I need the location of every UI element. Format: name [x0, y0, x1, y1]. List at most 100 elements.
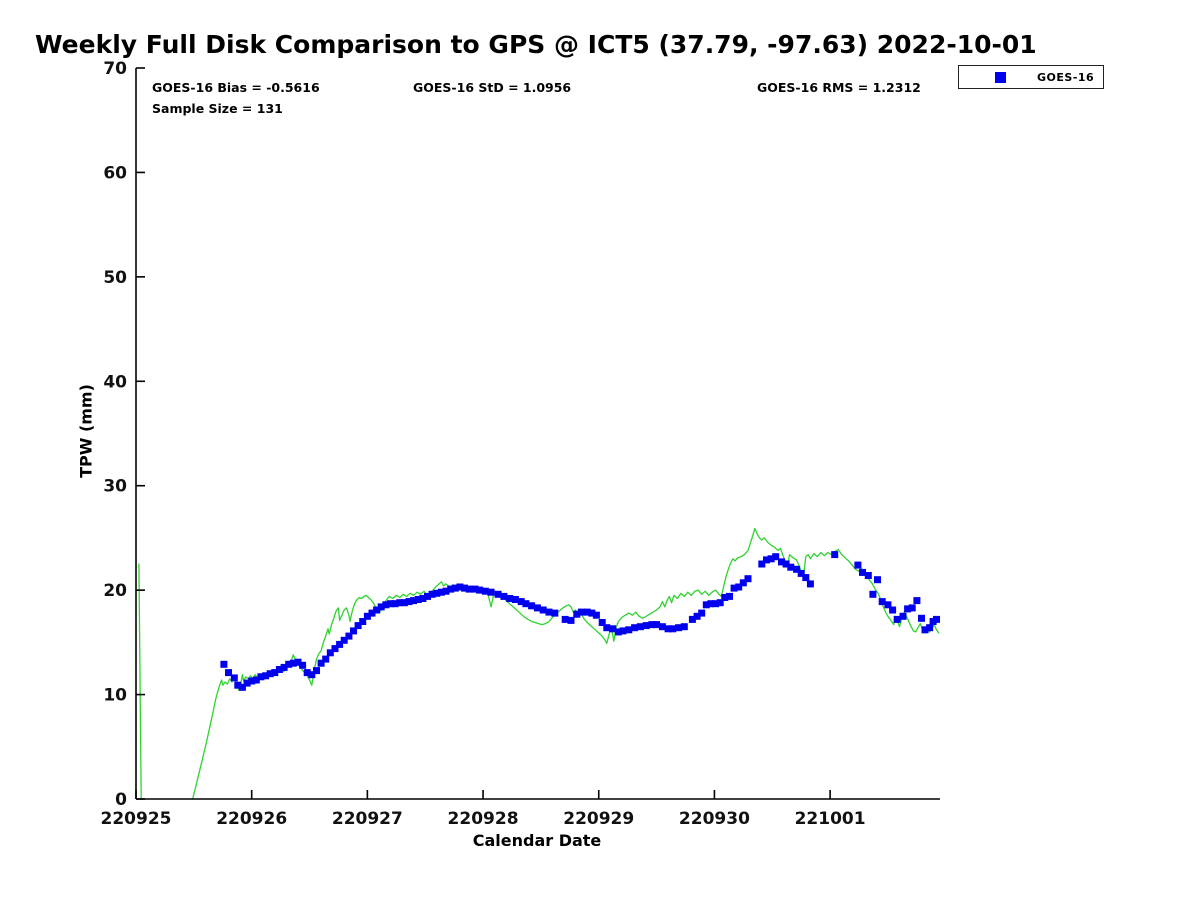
goes-16-marker [294, 658, 302, 666]
goes-16-marker [382, 601, 390, 609]
goes-16-marker [772, 553, 780, 561]
y-tick-label: 60 [103, 163, 127, 183]
goes-16-marker [904, 605, 912, 613]
goes-16-marker [899, 612, 907, 620]
y-tick-label: 50 [103, 268, 127, 288]
goes-16-marker [522, 600, 530, 608]
goes-16-marker [451, 584, 459, 592]
goes-16-marker [271, 669, 279, 677]
goes-16-marker [767, 555, 775, 563]
goes-16-marker [609, 625, 617, 633]
goes-16-marker [299, 661, 307, 669]
goes-16-marker [893, 615, 901, 623]
y-axis-label: TPW (mm) [76, 384, 96, 478]
x-tick-label: 220926 [216, 809, 287, 829]
goes-16-marker [266, 670, 274, 678]
goes-16-marker [567, 616, 575, 624]
goes-16-marker [248, 677, 256, 685]
goes-16-marker [864, 572, 872, 579]
goes-16-marker [387, 600, 394, 608]
goes-16-marker [588, 609, 596, 617]
goes-16-marker [471, 585, 479, 593]
goes-16-marker [702, 601, 710, 609]
goes-16-marker [252, 676, 260, 684]
goes-16-marker [592, 611, 600, 619]
goes-16-marker [220, 660, 228, 668]
goes-16-marker [712, 600, 720, 608]
x-tick-label: 220928 [448, 809, 519, 829]
y-tick-label: 70 [103, 59, 127, 79]
goes-16-marker [802, 574, 810, 582]
goes-16-marker [707, 600, 715, 608]
goes-16-marker [680, 623, 688, 631]
goes-16-marker [331, 645, 339, 653]
goes-16-marker [730, 584, 738, 592]
goes-16-marker [926, 624, 934, 632]
goes-16-marker [377, 603, 385, 611]
goes-16-marker [528, 602, 536, 610]
goes-16-marker [465, 585, 473, 593]
goes-16-marker [744, 575, 752, 583]
goes-16-marker [721, 594, 729, 601]
goes-16-marker [625, 626, 633, 634]
goes-16-marker [225, 669, 232, 677]
goes-16-marker [551, 609, 559, 617]
y-tick-label: 20 [103, 581, 127, 601]
stat-sample-size: Sample Size = 131 [152, 101, 283, 116]
goes-16-marker [675, 624, 683, 632]
goes-16-marker [636, 623, 644, 631]
goes-16-marker [758, 560, 766, 568]
goes-16-marker [913, 597, 921, 605]
goes-16-marker [539, 606, 547, 614]
goes-16-marker [874, 576, 881, 584]
stat-rms: GOES-16 RMS = 1.2312 [757, 80, 921, 95]
goes-16-marker [354, 622, 362, 630]
goes-16-marker [414, 596, 422, 603]
goes-16-marker [238, 683, 246, 691]
x-tick-label: 220930 [679, 809, 750, 829]
goes-16-marker [350, 627, 357, 635]
goes-16-marker [396, 599, 404, 607]
goes-16-marker [433, 589, 441, 597]
goes-16-marker [908, 604, 916, 612]
goes-16-marker [461, 584, 468, 592]
goes-16-marker [726, 592, 733, 600]
goes-16-marker [698, 609, 706, 617]
goes-16-marker [619, 627, 627, 635]
goes-16-marker [280, 663, 288, 671]
goes-16-marker [735, 583, 743, 591]
goes-16-marker [368, 609, 376, 617]
goes-16-marker [456, 583, 464, 591]
goes-16-marker [424, 592, 431, 600]
x-tick-label: 220929 [563, 809, 634, 829]
goes-16-marker [336, 640, 344, 648]
goes-16-marker [363, 612, 371, 620]
goes-16-marker [598, 619, 606, 626]
goes-16-marker [583, 608, 591, 616]
x-tick-label: 220927 [332, 809, 403, 829]
goes-16-marker [234, 681, 242, 689]
goes-16-marker [688, 615, 696, 623]
goes-16-marker [308, 671, 316, 679]
goes-16-marker [506, 595, 514, 602]
goes-16-marker [262, 672, 270, 680]
goes-16-marker [517, 598, 525, 606]
goes-16-marker [481, 587, 489, 595]
y-tick-label: 40 [103, 372, 127, 392]
goes-16-marker [405, 598, 413, 606]
goes-16-marker [806, 580, 814, 588]
legend-label: GOES-16 [1037, 70, 1095, 84]
goes-16-marker [831, 551, 839, 559]
goes-16-marker [230, 674, 238, 682]
goes-16-marker [933, 615, 940, 623]
goes-16-marker [289, 659, 297, 667]
goes-16-marker [317, 659, 325, 667]
goes-16-marker [419, 595, 427, 602]
gps-line-segment [138, 563, 142, 800]
goes-16-marker [648, 621, 656, 629]
goes-16-marker [391, 600, 399, 608]
goes-16-marker [511, 596, 519, 603]
goes-16-marker [782, 560, 790, 568]
goes-16-marker [778, 558, 785, 566]
